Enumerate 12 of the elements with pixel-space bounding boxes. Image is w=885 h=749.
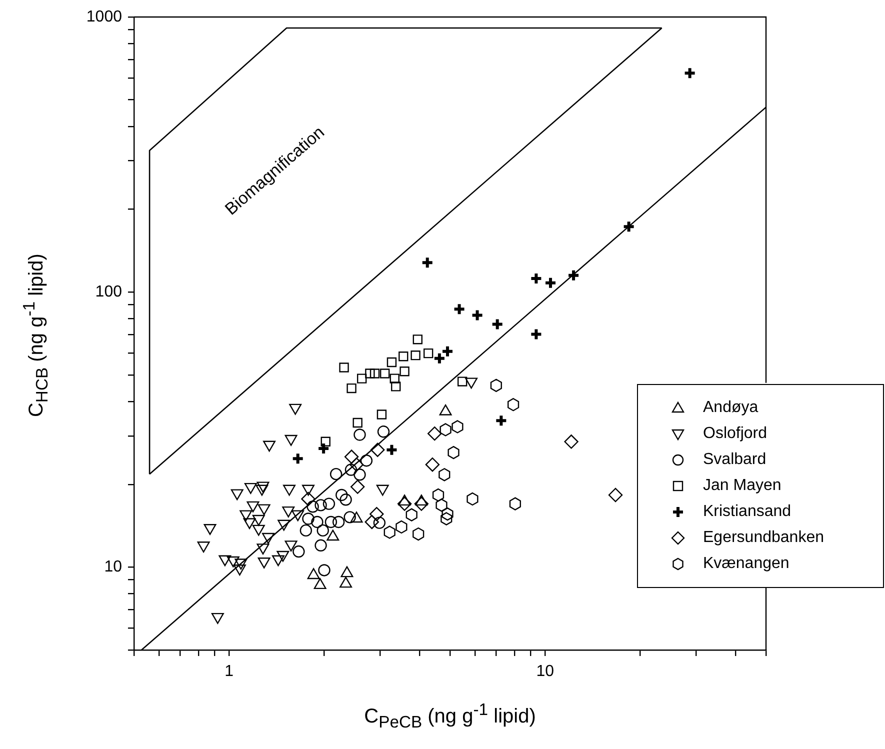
legend-label: Andøya [703,399,758,417]
x-axis-title: C$_{PeCB}$ (ng g$^{-1}$ lipid) [363,700,537,733]
y-tick-label: 100 [95,284,122,300]
legend-label: Oslofjord [703,425,768,443]
legend-label: Jan Mayen [703,477,782,495]
y-tick-label: 10 [104,558,122,576]
y-tick-label: 1000 [86,8,122,26]
legend-label: Svalbard [703,451,766,469]
x-tick-label: 1 [224,663,234,680]
legend-label: Kvænangen [703,555,790,573]
legend-label: Kristiansand [703,503,792,521]
legend-label: Egersundbanken [703,529,824,547]
